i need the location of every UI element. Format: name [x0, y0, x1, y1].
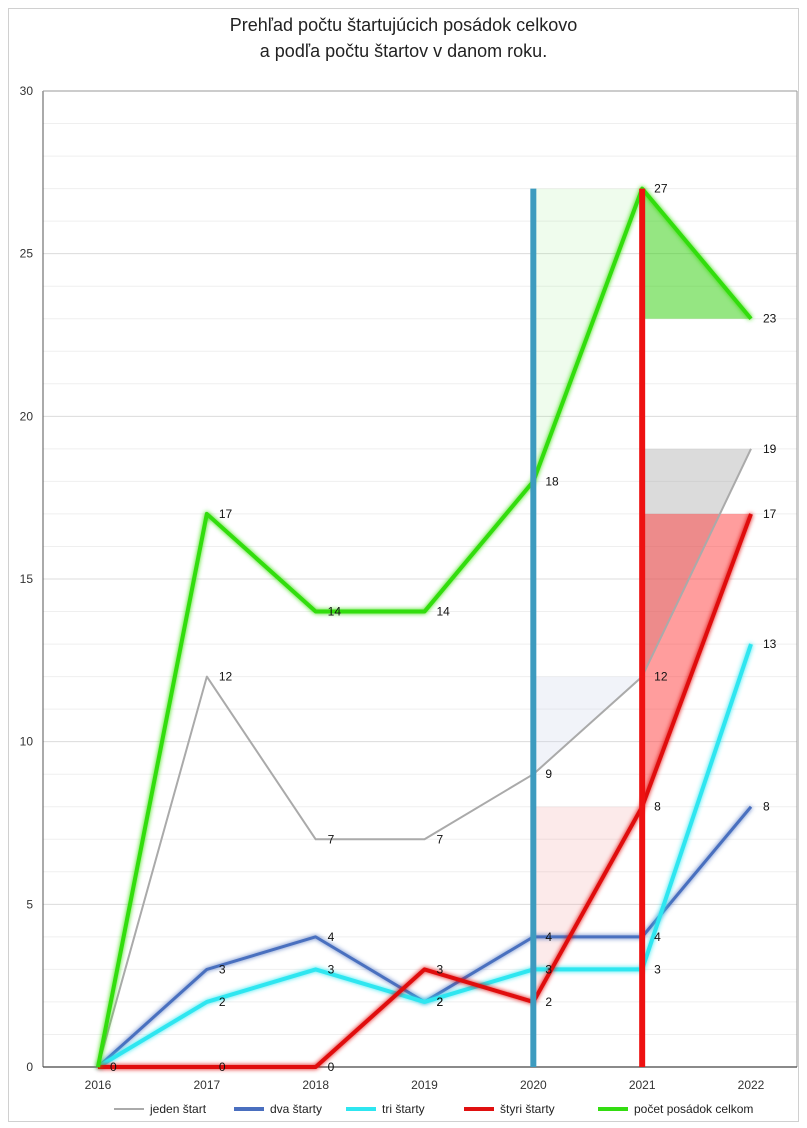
legend-label: dva štarty: [270, 1102, 322, 1116]
data-label: 14: [328, 605, 342, 619]
data-label: 4: [545, 930, 552, 944]
chart-title: Prehľad počtu štartujúcich posádok celko…: [0, 12, 807, 64]
data-label: 4: [328, 930, 335, 944]
data-label: 12: [654, 670, 668, 684]
chart-title-line-1: Prehľad počtu štartujúcich posádok celko…: [229, 15, 578, 35]
data-label: 12: [219, 670, 233, 684]
legend-label: tri štarty: [382, 1102, 425, 1116]
data-label: 8: [654, 800, 661, 814]
data-label: 2: [437, 995, 444, 1009]
data-label: 17: [763, 507, 777, 521]
y-tick-label: 25: [20, 247, 34, 261]
legend-item: štyri štarty: [464, 1102, 555, 1116]
data-label: 2: [219, 995, 226, 1009]
y-tick-label: 20: [20, 409, 34, 423]
legend-item: dva štarty: [234, 1102, 322, 1116]
highlight-layer: [530, 188, 646, 1067]
data-label: 3: [654, 962, 661, 976]
data-label: 19: [763, 442, 777, 456]
data-label: 23: [763, 312, 777, 326]
data-label: 0: [219, 1060, 226, 1074]
legend-label: jeden štart: [149, 1102, 207, 1116]
data-label: 18: [545, 474, 559, 488]
x-tick-label: 2016: [85, 1078, 112, 1092]
legend-label: štyri štarty: [500, 1102, 555, 1116]
data-label: 2: [437, 995, 444, 1009]
data-label: 27: [654, 182, 668, 196]
data-label: 4: [654, 930, 661, 944]
data-label: 3: [219, 962, 226, 976]
y-tick-label: 0: [26, 1060, 33, 1074]
data-label: 14: [437, 605, 451, 619]
data-label: 3: [545, 962, 552, 976]
legend-item: tri štarty: [346, 1102, 425, 1116]
x-tick-label: 2019: [411, 1078, 438, 1092]
legend-item: počet posádok celkom: [598, 1102, 753, 1116]
chart-title-line-2: a podľa počtu štartov v danom roku.: [259, 41, 548, 61]
data-label: 8: [763, 800, 770, 814]
data-label: 9: [545, 767, 552, 781]
data-label: 13: [763, 637, 777, 651]
y-tick-label: 30: [20, 84, 34, 98]
y-tick-label: 15: [20, 572, 34, 586]
legend-item: jeden štart: [114, 1102, 207, 1116]
data-label: 0: [328, 1060, 335, 1074]
data-label: 7: [328, 832, 335, 846]
legend-label: počet posádok celkom: [634, 1102, 753, 1116]
x-tick-label: 2020: [520, 1078, 547, 1092]
y-tick-label: 5: [26, 897, 33, 911]
x-tick-label: 2021: [629, 1078, 656, 1092]
data-label: 3: [328, 962, 335, 976]
x-tick-label: 2017: [193, 1078, 220, 1092]
y-tick-label: 10: [20, 735, 34, 749]
data-label: 17: [219, 507, 233, 521]
x-tick-label: 2018: [302, 1078, 329, 1092]
x-tick-label: 2022: [738, 1078, 765, 1092]
data-label: 2: [545, 995, 552, 1009]
data-label: 3: [437, 962, 444, 976]
legend: jeden štart dva štarty tri štarty štyri šta…: [114, 1102, 753, 1116]
data-label: 7: [437, 832, 444, 846]
data-label: 0: [110, 1060, 117, 1074]
